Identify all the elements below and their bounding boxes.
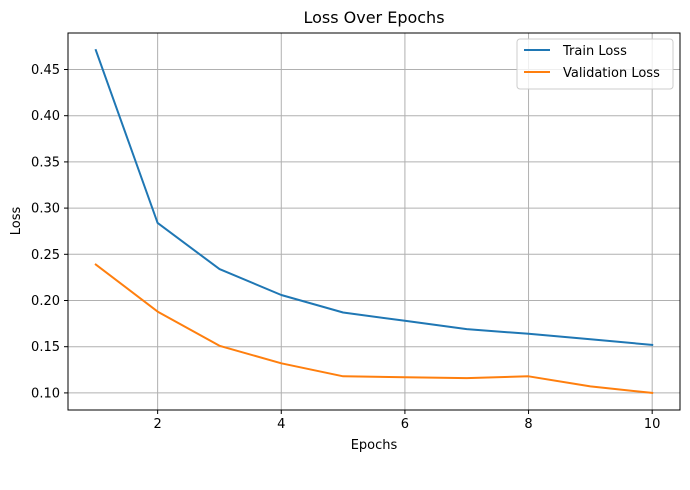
x-tick-label: 6 (401, 417, 409, 432)
y-tick-label: 0.20 (31, 294, 60, 309)
chart-title: Loss Over Epochs (303, 8, 444, 27)
x-tick-label: 8 (524, 417, 532, 432)
y-tick-label: 0.30 (31, 202, 60, 217)
y-tick-label: 0.15 (31, 340, 60, 355)
y-tick-label: 0.35 (31, 155, 60, 170)
series-line-train-loss (94, 48, 654, 346)
x-tick-label: 2 (153, 417, 161, 432)
x-axis-ticks: 2 4 6 8 10 (153, 410, 660, 432)
legend: Train Loss Validation Loss (516, 38, 674, 90)
grid-lines (68, 33, 680, 410)
legend-box (516, 38, 674, 90)
legend-label-validation-loss: Validation Loss (563, 66, 660, 81)
y-axis-ticks: 0.10 0.15 0.20 0.25 0.30 0.35 0.40 0.45 (31, 63, 68, 401)
series-lines (94, 48, 654, 394)
series-line-validation-loss (94, 263, 654, 394)
legend-label-train-loss: Train Loss (562, 44, 627, 59)
y-axis-title: Loss (9, 207, 24, 236)
y-tick-label: 0.10 (31, 386, 60, 401)
plot-frame (67, 32, 681, 411)
x-tick-label: 4 (277, 417, 285, 432)
y-tick-label: 0.40 (31, 109, 60, 124)
y-tick-label: 0.25 (31, 248, 60, 263)
x-tick-label: 10 (644, 417, 661, 432)
x-axis-title: Epochs (351, 438, 398, 453)
y-tick-label: 0.45 (31, 63, 60, 78)
